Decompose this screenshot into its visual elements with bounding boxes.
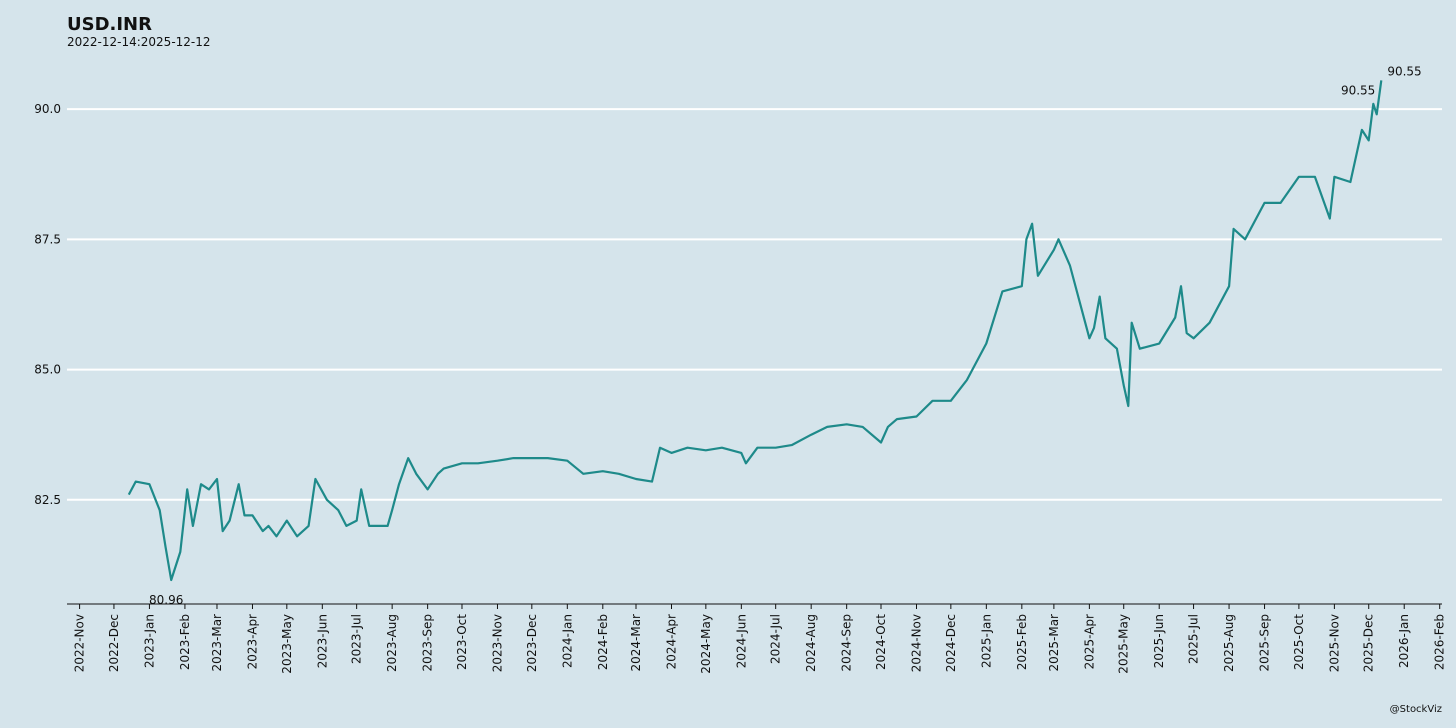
- x-tick-label: 2024-Dec: [944, 614, 958, 672]
- x-tick-label: 2025-Jul: [1187, 614, 1201, 664]
- x-tick-label: 2025-Nov: [1327, 614, 1341, 672]
- x-tick-label: 2025-Aug: [1222, 614, 1236, 672]
- x-tick-label: 2025-May: [1117, 614, 1131, 674]
- chart-title: USD.INR: [67, 14, 152, 35]
- x-tick-label: 2024-Apr: [664, 614, 678, 669]
- x-tick-label: 2024-Aug: [804, 614, 818, 672]
- x-tick-label: 2025-Mar: [1047, 614, 1061, 672]
- x-tick-label: 2025-Sep: [1258, 614, 1272, 672]
- x-tick-label: 2023-Feb: [178, 614, 192, 670]
- x-tick-label: 2022-Nov: [73, 614, 87, 672]
- y-tick-label: 82.5: [34, 493, 61, 507]
- x-tick-label: 2024-Oct: [874, 614, 888, 670]
- annotation: 90.55: [1387, 64, 1421, 78]
- x-tick-label: 2025-Jun: [1152, 614, 1166, 668]
- x-tick-label: 2023-Aug: [385, 614, 399, 672]
- x-tick-label: 2023-Jan: [142, 614, 156, 668]
- series-line: [127, 80, 1383, 582]
- annotation: 90.55: [1341, 83, 1375, 97]
- x-tick-label: 2023-Mar: [210, 614, 224, 672]
- x-tick-label: 2023-Oct: [455, 614, 469, 670]
- x-tick-label: 2023-Dec: [525, 614, 539, 672]
- x-tick-label: 2023-May: [280, 614, 294, 674]
- x-tick-label: 2023-Jun: [315, 614, 329, 668]
- y-tick-label: 90.0: [34, 102, 61, 116]
- x-tick-label: 2023-Jul: [350, 614, 364, 664]
- x-tick-label: 2024-Jun: [734, 614, 748, 668]
- caption: @StockViz: [1390, 704, 1442, 715]
- x-tick-label: 2025-Oct: [1292, 614, 1306, 670]
- x-tick-label: 2024-Jul: [769, 614, 783, 664]
- x-tick-label: 2024-May: [699, 614, 713, 674]
- x-tick-label: 2026-Feb: [1433, 614, 1447, 670]
- x-tick-label: 2024-Feb: [596, 614, 610, 670]
- x-tick-label: 2024-Mar: [629, 614, 643, 672]
- y-tick-label: 87.5: [34, 232, 61, 246]
- x-tick-label: 2024-Nov: [910, 614, 924, 672]
- x-tick-label: 2025-Dec: [1362, 614, 1376, 672]
- annotation: 80.96: [149, 593, 183, 607]
- x-tick-label: 2025-Feb: [1015, 614, 1029, 670]
- x-tick-label: 2026-Jan: [1397, 614, 1411, 668]
- chart-subtitle: 2022-12-14:2025-12-12: [67, 35, 211, 49]
- x-tick-label: 2023-Apr: [245, 614, 259, 669]
- x-tick-label: 2024-Jan: [560, 614, 574, 668]
- x-tick-label: 2023-Sep: [421, 614, 435, 672]
- x-tick-label: 2025-Apr: [1082, 614, 1096, 669]
- x-tick-label: 2025-Jan: [979, 614, 993, 668]
- x-tick-label: 2023-Nov: [490, 614, 504, 672]
- x-tick-label: 2022-Dec: [107, 614, 121, 672]
- x-tick-label: 2024-Sep: [840, 614, 854, 672]
- y-tick-label: 85.0: [34, 363, 61, 377]
